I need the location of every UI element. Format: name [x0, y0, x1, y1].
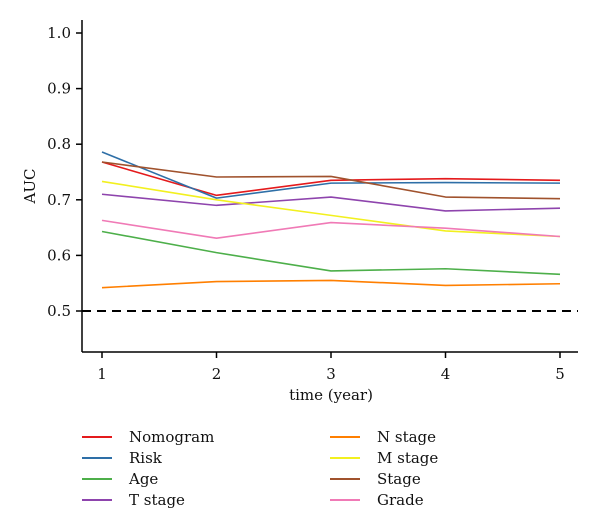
- legend-swatch: [82, 457, 112, 459]
- series-line-nomogram: [101, 161, 561, 197]
- legend-label: T stage: [129, 491, 185, 509]
- legend-label: Nomogram: [129, 428, 215, 446]
- legend-label: Stage: [377, 470, 421, 488]
- series-line-n-stage: [101, 279, 561, 289]
- legend-swatch: [330, 499, 360, 501]
- legend-item-age: Age: [82, 469, 158, 489]
- series-line-stage: [101, 161, 561, 200]
- y-tick-label: 0.9: [47, 80, 71, 98]
- series-line-risk: [101, 151, 561, 199]
- x-tick-label: 4: [441, 365, 451, 383]
- auc-line-chart: 0.5 0.6 0.7 0.8 0.9 1.0 1 2 3 4 5 time (year) AUC: [21, 20, 578, 404]
- series-line-m-stage: [101, 180, 561, 238]
- series-line-t-stage: [101, 193, 561, 212]
- y-axis-title: AUC: [21, 169, 39, 205]
- legend-label: M stage: [377, 449, 439, 467]
- y-tick-label: 0.8: [47, 135, 71, 153]
- legend-swatch: [82, 478, 112, 480]
- x-tick-label: 5: [555, 365, 565, 383]
- x-tick-label: 3: [326, 365, 336, 383]
- x-tick-label: 2: [212, 365, 222, 383]
- legend-item-n-stage: N stage: [330, 427, 436, 447]
- legend-swatch: [330, 478, 360, 480]
- series-line-age: [101, 230, 561, 276]
- plot-area: 0.5 0.6 0.7 0.8 0.9 1.0 1 2 3 4 5 time (year) AUC: [21, 20, 578, 404]
- legend-item-t-stage: T stage: [82, 490, 185, 510]
- y-tick-label: 1.0: [47, 24, 71, 42]
- legend-item-nomogram: Nomogram: [82, 427, 214, 447]
- y-tick-label: 0.7: [47, 191, 71, 209]
- legend-item-grade: Grade: [330, 490, 424, 510]
- legend-label: Age: [129, 470, 159, 488]
- legend-label: Grade: [377, 491, 424, 509]
- legend-swatch: [82, 499, 112, 501]
- legend-swatch: [330, 457, 360, 459]
- legend-item-risk: Risk: [82, 448, 162, 468]
- legend-item-m-stage: M stage: [330, 448, 438, 468]
- legend-label: N stage: [377, 428, 437, 446]
- series-line-grade: [101, 219, 561, 239]
- legend-item-stage: Stage: [330, 469, 421, 489]
- x-axis-title: time (year): [289, 386, 373, 404]
- legend-swatch: [82, 436, 112, 438]
- x-tick-label: 1: [97, 365, 107, 383]
- legend-label: Risk: [129, 449, 162, 467]
- y-tick-label: 0.6: [47, 246, 71, 264]
- y-tick-label: 0.5: [47, 302, 71, 320]
- legend-swatch: [330, 436, 360, 438]
